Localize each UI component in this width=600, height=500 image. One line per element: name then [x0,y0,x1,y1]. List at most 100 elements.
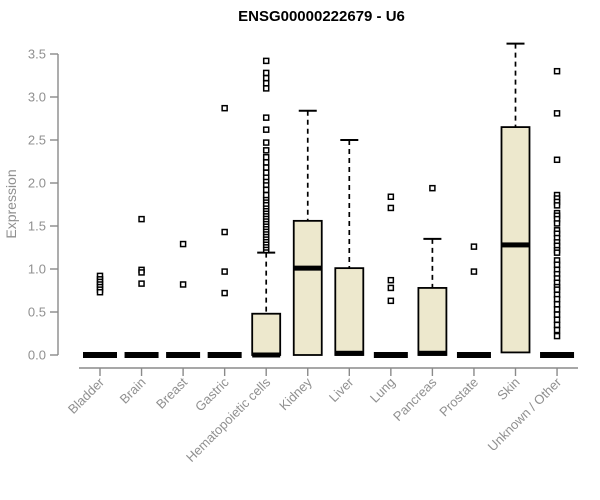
x-tick-label: Gastric [192,374,232,414]
outlier-point [262,126,270,133]
y-tick-label: 0.0 [28,348,46,363]
median-line [252,352,281,358]
median-line [501,242,530,248]
outlier-point [429,184,436,192]
outlier-point [470,243,478,250]
collapsed-box-bar [540,352,575,358]
y-tick-label: 3.0 [28,90,46,105]
x-tick-label: Breast [153,374,190,411]
outlier-point [262,79,270,87]
boxplot-breast [166,240,201,358]
outlier-point [553,202,561,209]
outlier-point [553,249,561,256]
outlier-point [262,169,270,176]
boxplot-skin [500,42,531,354]
outlier-point [387,204,395,212]
boxplot-brain [124,215,159,358]
y-tick-label: 0.5 [28,305,46,320]
collapsed-box-bar [166,352,201,358]
boxplot-prostate [456,243,491,358]
outlier-point [387,276,395,284]
outlier-point [262,69,270,77]
collapsed-box-bar [373,352,408,358]
x-tick-label: Liver [326,374,357,405]
outlier-point [262,153,270,161]
median-line [335,350,364,356]
outlier-point [553,156,561,164]
outlier-point [553,110,561,117]
y-tick-label: 1.5 [28,219,46,234]
x-tick-label: Kidney [276,374,315,413]
outlier-point [553,321,561,329]
boxplot-liver [334,139,365,356]
outlier-point [262,139,270,146]
outlier-point [553,295,561,303]
outlier-point [262,164,270,171]
outlier-point [262,85,270,92]
x-tick-label: Bladder [65,374,108,417]
outlier-point [179,240,187,248]
boxplot-lung [373,193,408,358]
outlier-point [138,280,145,287]
outlier-point [553,301,561,308]
outlier-point [138,269,145,276]
box-iqr [334,267,365,356]
outlier-point [553,311,561,318]
outlier-point [221,104,228,112]
y-tick-label: 2.5 [28,133,46,148]
y-axis-title: Expression [3,169,19,238]
outlier-point [553,67,561,75]
outlier-point [553,306,561,313]
outlier-point [262,74,270,82]
median-line [293,265,322,271]
collapsed-box-bar [456,352,491,358]
y-tick-label: 2.0 [28,176,46,191]
median-line [418,350,447,356]
outlier-point [262,57,270,65]
y-tick-label: 1.0 [28,262,46,277]
collapsed-box-bar [207,352,242,358]
outlier-point [553,316,561,323]
y-tick-label: 3.5 [28,47,46,62]
box-iqr [500,126,531,354]
x-tick-label: Unknown / Other [485,374,565,454]
outlier-point [179,281,187,288]
outlier-point [553,326,561,334]
outlier-point [553,261,561,268]
boxplot-kidney [292,109,323,356]
outlier-point [262,159,270,166]
outlier-point [553,220,561,227]
outlier-point [221,228,228,236]
x-tick-label: Lung [367,375,398,406]
box-iqr [417,287,448,356]
outlier-point [262,147,270,154]
outlier-point [553,286,561,293]
x-tick-label: Pancreas [390,374,440,424]
outlier-point [553,332,561,340]
outlier-point [262,114,270,121]
boxplot-hematopoietic-cells [251,57,282,358]
x-tick-label: Brain [117,375,149,407]
outlier-point [470,268,478,275]
boxplot-bladder [83,272,117,358]
y-axis: 0.0 0.5 1.0 1.5 2.0 2.5 3.0 3.5 Expression [3,47,59,363]
outlier-point [262,191,270,199]
outlier-point [387,284,395,292]
outlier-point [221,268,228,275]
outlier-point [221,289,228,297]
boxplot-gastric [207,104,242,358]
box-iqr [251,312,282,356]
collapsed-box-bar [83,352,117,358]
outlier-point [387,297,395,305]
x-tick-label: Prostate [436,375,481,420]
box-iqr [292,219,323,356]
boxplot-unknown-other [540,67,575,358]
x-tick-label: Skin [494,375,522,403]
outlier-point [262,186,270,194]
collapsed-box-bar [124,352,159,358]
outlier-point [96,288,104,296]
outlier-point [387,193,395,201]
